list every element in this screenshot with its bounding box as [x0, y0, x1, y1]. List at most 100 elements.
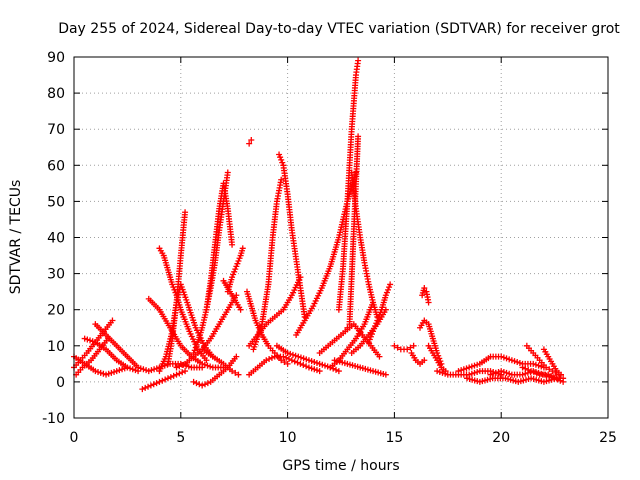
data-marker: [151, 366, 158, 373]
data-marker: [377, 309, 384, 316]
data-marker: [199, 360, 206, 367]
data-marker: [355, 133, 362, 140]
data-marker: [386, 284, 393, 291]
data-marker: [519, 371, 526, 378]
data-marker: [105, 370, 112, 377]
data-marker: [129, 366, 136, 373]
data-marker: [193, 341, 200, 348]
data-marker: [143, 367, 150, 374]
data-marker: [233, 263, 240, 270]
data-marker: [492, 369, 499, 376]
data-marker: [203, 357, 210, 364]
data-marker: [303, 356, 310, 363]
data-marker: [382, 371, 389, 378]
data-marker: [375, 314, 382, 321]
data-marker: [434, 368, 441, 375]
data-marker: [201, 361, 208, 368]
data-marker: [230, 271, 237, 278]
x-axis-label: GPS time / hours: [282, 458, 399, 474]
data-marker: [382, 292, 389, 299]
data-marker: [148, 367, 155, 374]
y-tick-label: 10: [47, 339, 65, 355]
data-marker: [394, 344, 401, 351]
data-marker: [313, 367, 320, 374]
data-marker: [239, 245, 246, 252]
data-marker: [191, 347, 198, 354]
data-marker: [368, 331, 375, 338]
data-marker: [150, 381, 157, 388]
data-marker: [235, 371, 242, 378]
data-marker: [132, 367, 139, 374]
data-marker: [236, 255, 243, 262]
data-marker: [548, 372, 555, 379]
data-marker: [533, 370, 540, 377]
data-marker: [153, 380, 160, 387]
data-marker: [291, 358, 298, 365]
data-marker: [297, 360, 304, 367]
data-marker: [233, 353, 240, 360]
data-marker: [229, 368, 236, 375]
data-marker: [173, 371, 180, 378]
data-marker: [528, 368, 535, 375]
data-marker: [185, 363, 192, 370]
series-arc15: [199, 346, 242, 378]
data-marker: [384, 286, 391, 293]
data-marker: [387, 281, 394, 288]
series-arc44: [540, 346, 565, 378]
data-marker: [248, 137, 255, 144]
data-marker: [519, 364, 526, 371]
series-arc37: [419, 285, 432, 306]
data-marker: [266, 356, 273, 363]
data-marker: [81, 335, 88, 342]
chart-title: Day 255 of 2024, Sidereal Day-to-day VTE…: [58, 21, 620, 37]
data-marker: [179, 362, 186, 369]
data-marker: [145, 383, 152, 390]
data-marker: [182, 368, 189, 375]
data-marker: [498, 368, 505, 375]
data-marker: [87, 337, 94, 344]
data-marker: [164, 375, 171, 382]
data-marker: [311, 366, 318, 373]
data-marker: [421, 285, 428, 292]
data-marker: [202, 381, 209, 388]
y-tick-label: 80: [47, 86, 65, 102]
data-marker: [487, 371, 494, 378]
series-arc10: [164, 209, 189, 367]
x-tick-label: 15: [385, 430, 403, 446]
data-marker: [560, 375, 567, 382]
data-marker: [229, 241, 236, 248]
data-marker: [288, 357, 295, 364]
data-marker: [506, 356, 513, 363]
data-marker: [142, 384, 149, 391]
data-marker: [404, 346, 411, 353]
data-marker: [224, 169, 231, 176]
data-marker: [156, 378, 163, 385]
data-marker: [277, 154, 284, 161]
data-marker: [330, 365, 337, 372]
data-marker: [355, 57, 362, 64]
data-marker: [140, 366, 147, 373]
data-marker: [204, 380, 211, 387]
data-marker: [543, 364, 550, 371]
series-arc25: [293, 169, 359, 338]
data-marker: [522, 370, 529, 377]
data-marker: [376, 312, 383, 319]
data-marker: [192, 344, 199, 351]
y-axis-label: SDTVAR / TECUs: [8, 180, 24, 295]
data-marker: [333, 366, 340, 373]
data-marker: [124, 364, 131, 371]
data-marker: [276, 151, 283, 158]
data-marker: [506, 370, 513, 377]
y-tick-label: -10: [42, 411, 65, 427]
data-marker: [281, 359, 288, 366]
data-marker: [234, 260, 241, 267]
data-marker: [139, 386, 146, 393]
data-marker: [525, 366, 532, 373]
data-marker: [207, 363, 214, 370]
data-marker: [116, 367, 123, 374]
data-marker: [97, 369, 104, 376]
data-marker: [231, 268, 238, 275]
data-marker: [283, 354, 290, 361]
